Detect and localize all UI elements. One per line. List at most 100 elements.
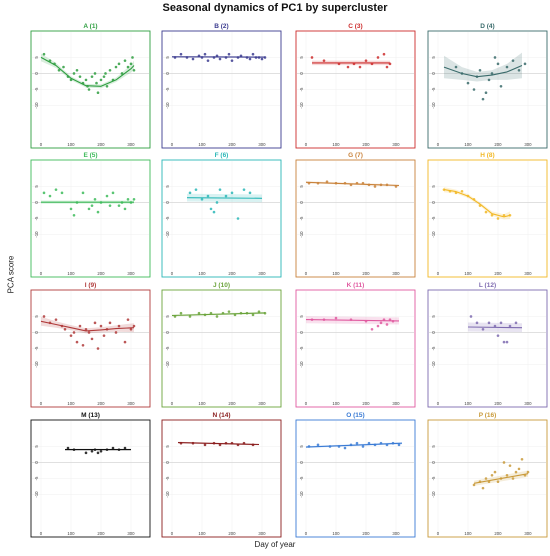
data-point [42, 52, 46, 56]
y-tick-label: 0 [165, 201, 170, 204]
data-point [117, 62, 121, 66]
data-point [96, 347, 100, 350]
data-point [218, 443, 222, 447]
data-point [96, 210, 100, 214]
panel-3: C (3) 0 100 200 300 5 0 -5 -10 [295, 23, 416, 149]
data-point [346, 65, 350, 69]
data-point [203, 443, 207, 447]
data-point [123, 446, 127, 450]
x-tick-label: 100 [198, 142, 206, 147]
data-point [120, 72, 124, 75]
panel-7: G (7) 0 100 200 300 5 0 -5 -10 [295, 152, 416, 278]
x-tick-label: 200 [97, 401, 105, 406]
x-tick-label: 100 [67, 401, 75, 406]
x-tick-label: 300 [127, 401, 135, 406]
data-point [95, 81, 98, 85]
y-tick-label: -10 [299, 491, 304, 498]
data-point [203, 52, 207, 56]
panel-title: C (3) [348, 23, 362, 30]
data-point [102, 334, 106, 337]
data-point [469, 315, 473, 318]
y-tick-label: 5 [34, 445, 39, 448]
x-tick-label: 0 [171, 271, 174, 276]
data-point [215, 315, 219, 318]
data-point [194, 188, 198, 191]
data-point [132, 324, 136, 328]
fit-line [40, 320, 135, 332]
data-point [520, 457, 524, 461]
y-tick-label: -5 [165, 346, 170, 350]
y-tick-label: -10 [431, 361, 436, 368]
data-point [105, 84, 109, 88]
x-axis-label: Day of year [254, 540, 296, 549]
fit-line [305, 319, 400, 322]
data-point [206, 59, 210, 62]
data-point [188, 315, 192, 318]
fit-line [177, 442, 260, 446]
panel-title: K (11) [347, 282, 365, 289]
fit-line [473, 473, 529, 484]
data-point [343, 446, 347, 450]
data-point [81, 343, 85, 347]
data-point [382, 52, 386, 56]
data-point [385, 65, 389, 69]
data-point [188, 191, 192, 195]
y-tick-label: 0 [431, 72, 436, 75]
data-point [260, 57, 264, 61]
data-point [224, 194, 228, 198]
data-point [215, 201, 219, 204]
x-tick-label: 200 [362, 531, 370, 536]
panel-title: P (16) [479, 412, 497, 419]
data-point [104, 72, 107, 75]
x-tick-label: 0 [305, 401, 308, 406]
data-point [316, 443, 320, 447]
y-tick-label: -5 [165, 87, 170, 91]
panel-14: N (14) 0 100 200 300 5 0 -5 -10 [161, 412, 282, 538]
data-point [514, 321, 518, 325]
y-tick-label: 0 [431, 331, 436, 334]
panel-10: J (10) 0 100 200 300 5 0 -5 -10 [161, 282, 282, 408]
data-point [487, 321, 491, 325]
panel-title: I (9) [85, 282, 97, 289]
data-point [475, 321, 479, 325]
x-tick-label: 200 [97, 271, 105, 276]
y-tick-label: 0 [299, 201, 304, 204]
y-tick-label: -5 [299, 216, 304, 220]
x-tick-label: 200 [97, 142, 105, 147]
y-tick-label: 5 [299, 315, 304, 318]
data-point [57, 68, 61, 72]
y-tick-label: 0 [34, 201, 39, 204]
data-point [197, 311, 201, 315]
y-tick-label: 5 [165, 315, 170, 318]
x-tick-label: 100 [332, 531, 340, 536]
data-point [75, 340, 79, 344]
data-point [526, 470, 530, 474]
y-tick-label: 0 [34, 72, 39, 75]
data-point [48, 194, 52, 198]
panel-13: M (13) 0 100 200 300 5 0 -5 -10 [30, 412, 151, 538]
panel-title: D (4) [480, 23, 494, 30]
panel-title: O (15) [346, 412, 364, 419]
data-point [385, 323, 389, 326]
data-point [505, 473, 509, 477]
data-point [42, 315, 46, 318]
data-point [66, 446, 70, 450]
data-point [523, 62, 527, 66]
data-point [334, 316, 338, 320]
data-point [218, 188, 222, 191]
data-point [355, 441, 359, 445]
data-point [63, 327, 67, 331]
data-point [93, 197, 97, 201]
x-tick-label: 300 [524, 271, 532, 276]
data-point [114, 331, 118, 334]
y-tick-label: -5 [431, 476, 436, 480]
x-tick-label: 100 [332, 401, 340, 406]
y-tick-label: -5 [34, 87, 39, 91]
x-tick-label: 200 [362, 401, 370, 406]
y-tick-label: 5 [34, 56, 39, 59]
data-point [481, 97, 485, 101]
data-point [242, 188, 246, 191]
data-point [496, 217, 500, 220]
x-tick-label: 300 [258, 271, 266, 276]
data-point [75, 68, 79, 72]
